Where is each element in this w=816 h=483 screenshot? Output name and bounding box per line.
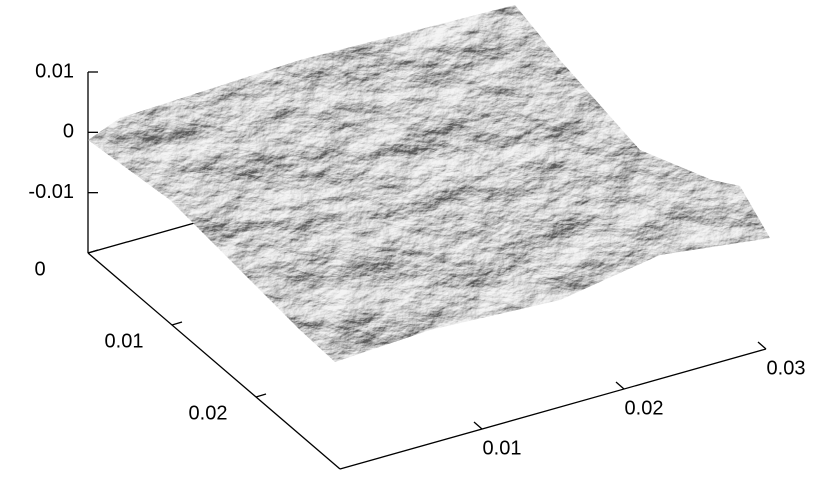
z-tick-label: 0 [63, 121, 74, 143]
surface [88, 5, 770, 362]
x-tick-label: 0.01 [105, 330, 144, 352]
y-tick-label: 0.03 [767, 357, 806, 379]
z-tick-label: -0.01 [28, 181, 74, 203]
x-tick [87, 249, 99, 254]
x-axis [87, 252, 341, 470]
y-axis [339, 348, 767, 470]
y-tick [473, 421, 483, 430]
axes-front: 0 0.01 0.02 0.01 0.02 0.03 [34, 249, 806, 470]
y-tick-label: 0.02 [625, 397, 664, 419]
x-tick [171, 321, 183, 326]
y-tick-label: 0.01 [483, 437, 522, 459]
x-tick-label: 0 [34, 258, 45, 280]
x-tick-label: 0.02 [189, 402, 228, 424]
x-tick [255, 393, 267, 398]
y-tick [757, 341, 767, 350]
y-tick [615, 381, 625, 390]
z-tick-label: 0.01 [35, 60, 74, 82]
